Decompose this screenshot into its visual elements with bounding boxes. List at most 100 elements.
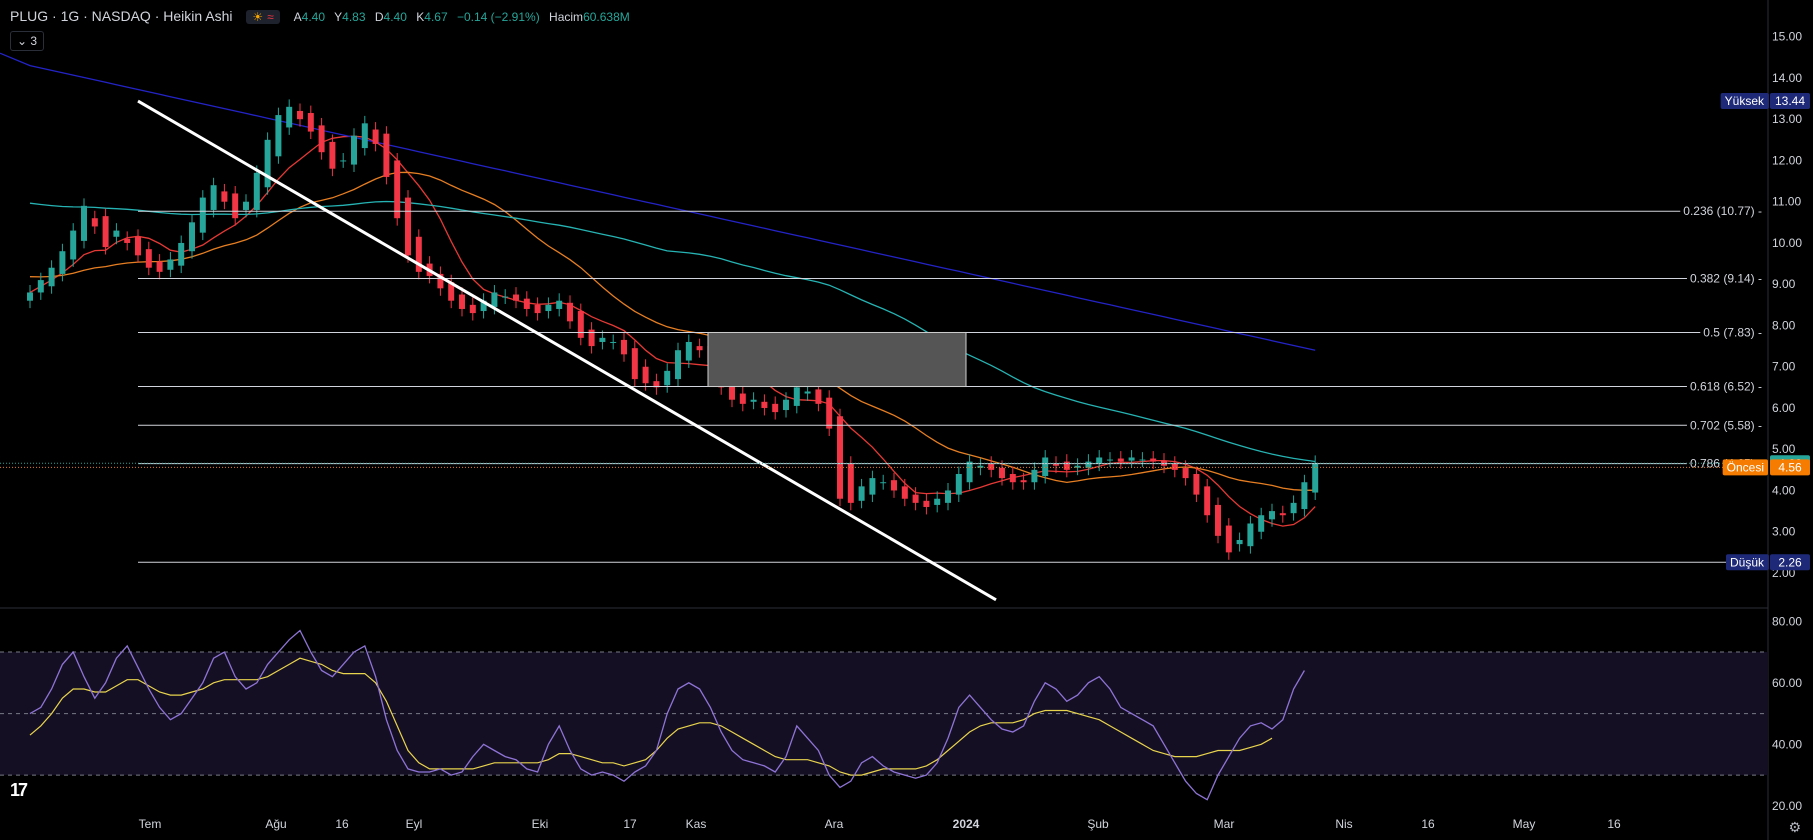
close-value: 4.67 <box>424 10 448 24</box>
fib-label-bg <box>1686 378 1765 395</box>
candle-body <box>750 399 757 402</box>
candle-body <box>394 160 401 219</box>
price-axis-tick: 6.00 <box>1772 401 1796 415</box>
candle-body <box>1269 511 1275 520</box>
candle-body <box>189 222 195 252</box>
sun-icon: ☀ <box>252 10 264 24</box>
candle-body <box>577 311 584 338</box>
fib-level-label: 0.382 (9.14) - <box>1690 271 1762 285</box>
time-axis-tick: 16 <box>1607 817 1621 831</box>
ma-mid-line <box>29 171 1316 491</box>
price-axis-tick: 15.00 <box>1772 30 1802 44</box>
wave-icon: ≈ <box>267 10 274 24</box>
price-axis-tick: 8.00 <box>1772 318 1796 332</box>
gear-icon[interactable]: ⚙ <box>1788 819 1801 835</box>
candle-body <box>1053 463 1059 466</box>
candle-body <box>1031 469 1038 483</box>
price-axis-tick: 12.00 <box>1772 153 1802 167</box>
volume-value: 60.638M <box>583 10 630 24</box>
close-label: K <box>416 10 425 24</box>
candle-body <box>664 370 671 386</box>
candle-body <box>783 399 789 411</box>
price-axis-tick: 10.00 <box>1772 236 1802 250</box>
price-axis-tick: 5.00 <box>1772 442 1796 456</box>
candle-body <box>1236 539 1243 545</box>
time-axis-tick: May <box>1513 817 1536 831</box>
price-axis-badge-label: Yüksek <box>1725 94 1765 108</box>
candle-body <box>361 123 368 149</box>
candle-body <box>610 341 617 343</box>
candle-body <box>480 300 487 312</box>
trendline[interactable] <box>137 99 997 602</box>
candle-body <box>156 261 163 272</box>
candle-body <box>135 236 141 256</box>
price-axis-tick: 11.00 <box>1772 195 1801 209</box>
candle-body <box>1215 504 1221 536</box>
price-axis-badge-value: 13.44 <box>1775 94 1805 108</box>
candle-body <box>448 282 455 301</box>
symbol-title[interactable]: PLUG · 1G · NASDAQ · Heikin Ashi <box>10 8 233 24</box>
candle-body <box>1009 473 1016 483</box>
time-axis-tick: Eyl <box>406 817 423 831</box>
time-axis-tick: Nis <box>1335 817 1352 831</box>
status-icons[interactable]: ☀ ≈ <box>246 10 280 24</box>
open-label: A <box>293 10 302 24</box>
price-axis-tick: 4.00 <box>1772 483 1796 497</box>
ma-long-line <box>29 200 1316 463</box>
candle-body <box>1258 515 1265 532</box>
time-axis-tick: Kas <box>686 817 707 831</box>
price-axis-badge <box>1770 554 1810 571</box>
candle-body <box>534 304 541 314</box>
time-axis-tick: Şub <box>1087 817 1109 831</box>
candle-body <box>653 381 660 388</box>
time-axis-tick: 17 <box>623 817 637 831</box>
high-value: 4.83 <box>342 10 366 24</box>
candle-body <box>523 298 530 309</box>
candle-body <box>880 482 887 484</box>
candle-body <box>545 304 552 312</box>
ohlc-values: A4.40 Y4.83 D4.40 K4.67 −0.14 (−2.91%) H… <box>294 10 636 24</box>
candle-body <box>685 341 692 361</box>
candle-body <box>383 133 390 177</box>
candle-body <box>253 172 260 210</box>
candle-body <box>70 230 77 260</box>
candle-body <box>1225 525 1232 553</box>
candle-body <box>1117 458 1124 462</box>
candle-body <box>329 141 336 169</box>
indicators-toggle-button[interactable]: ⌄ 3 <box>10 31 45 51</box>
candle-body <box>1107 459 1113 461</box>
price-axis-tick: 13.00 <box>1772 112 1802 126</box>
price-axis-tick: 14.00 <box>1772 71 1802 85</box>
time-axis-tick: Eki <box>532 817 549 831</box>
candle-body <box>837 416 843 499</box>
candle-body <box>923 500 930 507</box>
candle-body <box>1139 459 1146 461</box>
candle-body <box>167 259 174 270</box>
candle-body <box>1042 457 1049 477</box>
rsi-axis-tick: 60.00 <box>1772 676 1802 690</box>
price-axis-badge <box>1770 459 1810 476</box>
fib-level-label: 0.618 (6.52) - <box>1690 380 1762 394</box>
price-axis-badge-label: Öncesi <box>1727 460 1764 474</box>
candle-body <box>297 110 303 120</box>
candle-body <box>48 267 55 287</box>
candle-body <box>1301 482 1308 510</box>
candle-body <box>81 205 87 241</box>
supply-zone-rect[interactable] <box>707 331 967 388</box>
rsi-line <box>29 629 1305 801</box>
candle-body <box>567 302 573 322</box>
candle-body <box>178 242 185 266</box>
candle-body <box>675 350 681 380</box>
candle-body <box>59 251 66 274</box>
candle-body <box>415 236 422 272</box>
low-value: 4.40 <box>383 10 407 24</box>
candle-body <box>437 273 444 289</box>
candle-body <box>642 366 649 384</box>
candle-body <box>1063 461 1070 470</box>
tradingview-logo[interactable]: 17 <box>10 780 28 800</box>
candle-body <box>934 498 941 505</box>
candle-body <box>891 480 897 491</box>
candle-body <box>275 115 282 157</box>
time-axis-tick: Mar <box>1214 817 1235 831</box>
